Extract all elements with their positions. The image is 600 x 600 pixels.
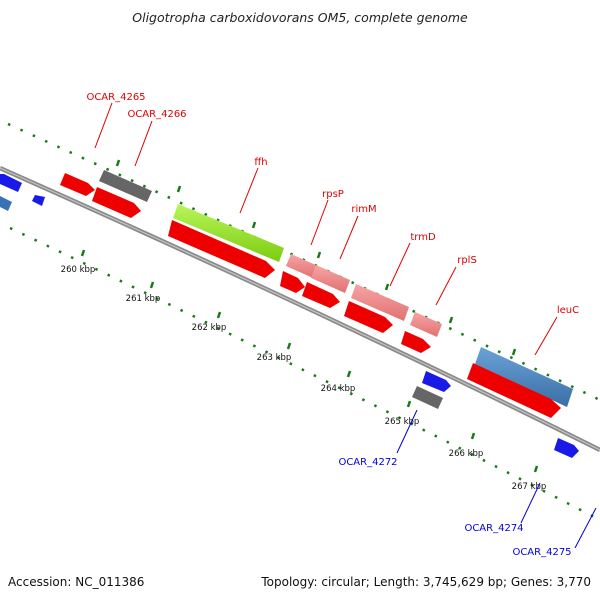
tick-label-264: 264 kbp [321,384,356,394]
label-rplS: rplS [457,255,477,266]
gene-blue-mid[interactable] [422,371,451,392]
tick-marks [80,159,539,473]
gene-rplS[interactable] [410,312,442,337]
map-title: Oligotropha carboxidovorans OM5, complet… [132,10,468,25]
label-leuC: leuC [557,305,579,316]
gene-blue-small[interactable] [32,195,45,206]
tick-label-261: 261 kbp [126,294,161,304]
tick-label-260: 260 kbp [61,265,96,275]
tick-label-263: 263 kbp [257,353,292,363]
cds-red-1[interactable] [92,187,141,218]
gene-blue-right[interactable] [554,438,579,458]
genome-summary-text: Topology: circular; Length: 3,745,629 bp… [260,575,591,589]
gene-ffh[interactable] [173,204,284,262]
genome-backbone [0,165,600,453]
cds-red-ffh[interactable] [168,220,275,278]
cds-red-rplS[interactable] [401,331,431,353]
label-ocar-4272: OCAR_4272 [338,457,397,468]
gene-leuC[interactable] [475,347,573,407]
tick-label-265: 265 kbp [385,417,420,427]
gene-ocar-4272[interactable] [412,386,443,409]
label-ocar-4274: OCAR_4274 [464,523,523,534]
cds-red-leuC[interactable] [467,363,561,418]
cds-red-rpsP[interactable] [280,271,305,293]
gene-blue-left-edge[interactable] [0,174,22,192]
label-ffh: ffh [254,157,267,168]
label-ocar-4275: OCAR_4275 [512,547,571,558]
outer-dotted-ring [7,122,600,402]
gene-ocar-4266[interactable] [99,170,152,202]
label-ocar-4265: OCAR_4265 [86,92,145,103]
cds-red-rimM[interactable] [302,282,340,308]
gene-steel-left-edge[interactable] [0,196,12,211]
gene-rpsP[interactable] [286,254,318,278]
label-trmD: trmD [410,232,436,243]
gene-red-ocar-4265[interactable] [60,173,95,196]
tick-label-267: 267 kbp [512,482,547,492]
tick-label-266: 266 kbp [449,449,484,459]
gene-trmD[interactable] [351,284,409,321]
label-rpsP: rpsP [322,189,344,200]
accession-text: Accession: NC_011386 [8,575,144,589]
label-rimM: rimM [351,204,376,215]
tick-label-262: 262 kbp [192,323,227,333]
leader-lines [94,102,597,549]
gene-rimM[interactable] [311,265,350,293]
label-ocar-4266: OCAR_4266 [127,109,186,120]
cds-red-trmD[interactable] [344,301,393,333]
genome-backbone-highlight [0,167,600,451]
